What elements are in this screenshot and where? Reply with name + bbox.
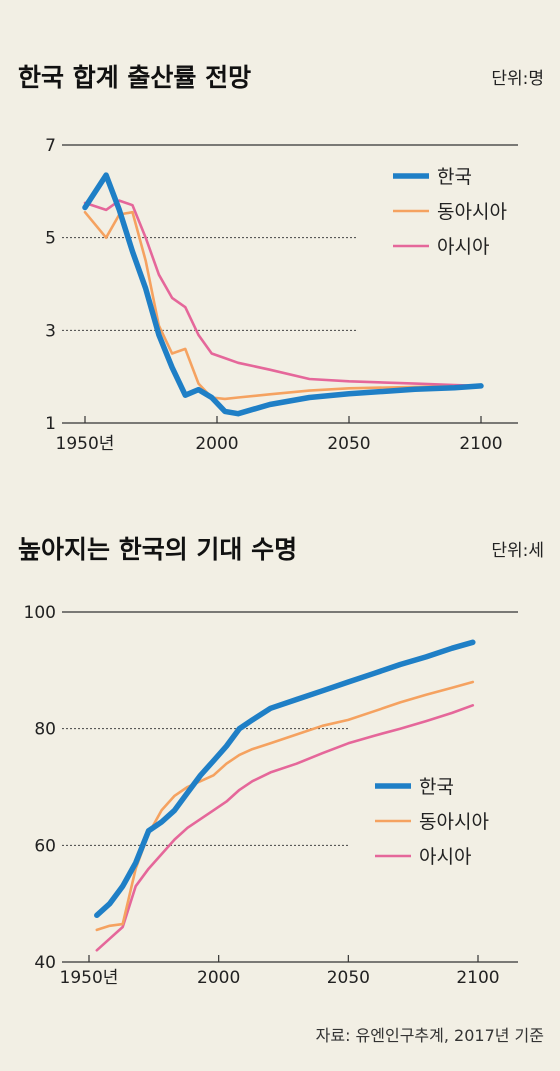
y-tick-label: 100 <box>24 603 56 623</box>
x-tick-label: 1950년 <box>56 434 115 454</box>
legend-label: 동아시아 <box>437 201 507 223</box>
legend-label: 동아시아 <box>419 811 489 833</box>
series-line-east-asia <box>95 680 475 932</box>
chart-1: 한국 합계 출산률 전망 단위:명 1 3 5 7 1950년 2000 2050 2100 한국동… <box>18 63 544 454</box>
y-tick-label: 7 <box>45 136 56 156</box>
y-tick-label: 5 <box>45 229 56 249</box>
x-tick-label: 2000 <box>197 968 240 988</box>
y-tick-label: 60 <box>34 836 56 856</box>
series-line-asia <box>83 199 483 388</box>
y-tick-label: 1 <box>45 414 56 434</box>
chart-title: 한국 합계 출산률 전망 <box>18 63 251 92</box>
chart-2: 높아지는 한국의 기대 수명 단위:세 40 60 80 100 1950년 2000 2050… <box>18 535 544 988</box>
x-tick-label: 2100 <box>459 434 502 454</box>
x-tick-label: 2000 <box>195 434 238 454</box>
series-line-korea <box>82 172 484 417</box>
series-line-east-asia <box>83 210 483 401</box>
x-tick-label: 1950년 <box>60 968 119 988</box>
y-tick-label: 80 <box>34 720 56 740</box>
x-tick-label: 2050 <box>327 968 370 988</box>
legend-label: 아시아 <box>437 236 489 258</box>
source-note: 자료: 유엔인구추계, 2017년 기준 <box>316 1026 544 1045</box>
legend-label: 한국 <box>419 776 454 798</box>
legend-label: 아시아 <box>419 846 471 868</box>
x-tick-label: 2050 <box>327 434 370 454</box>
series-line-asia <box>95 703 475 952</box>
legend-label: 한국 <box>437 166 472 188</box>
chart-unit: 단위:명 <box>491 69 544 89</box>
chart-unit: 단위:세 <box>491 541 544 561</box>
series-line-korea <box>94 639 476 919</box>
chart-title: 높아지는 한국의 기대 수명 <box>18 535 297 564</box>
y-tick-label: 3 <box>45 321 56 341</box>
y-tick-label: 40 <box>34 953 56 973</box>
x-tick-label: 2100 <box>456 968 499 988</box>
